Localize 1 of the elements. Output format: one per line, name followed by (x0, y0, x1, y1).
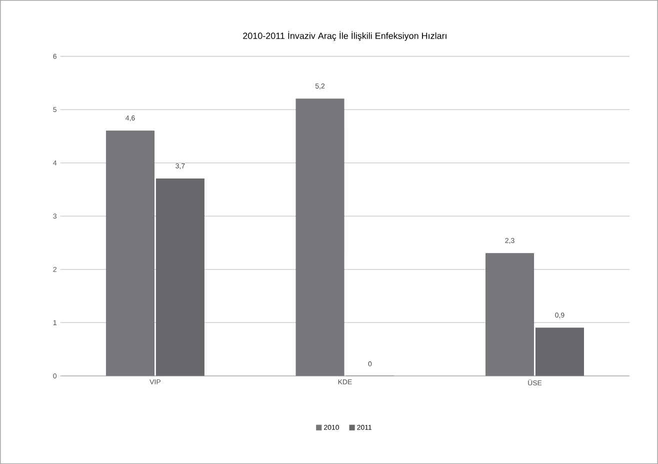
chart-title: 2010-2011 İnvaziv Araç İle İlişkili Enfeksiyon Hızları (243, 30, 446, 41)
